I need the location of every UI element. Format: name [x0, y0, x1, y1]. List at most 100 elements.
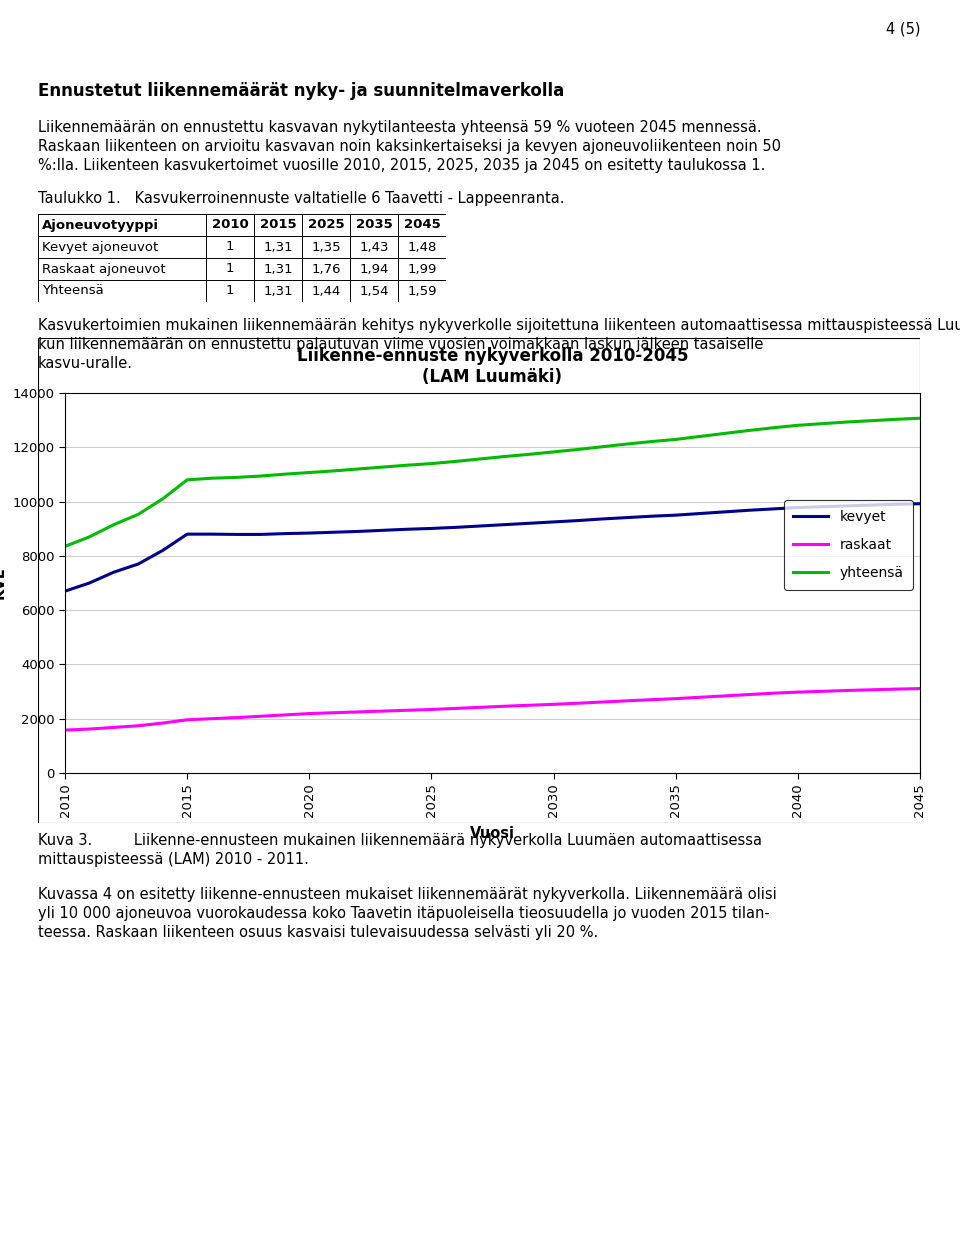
yhteensä [914, 411, 925, 426]
raskaat [597, 695, 609, 710]
kevyet [60, 584, 71, 599]
raskaat [328, 705, 340, 720]
yhteensä [817, 416, 828, 431]
kevyet [377, 522, 389, 538]
kevyet [425, 521, 437, 536]
raskaat [60, 722, 71, 738]
Text: 1,99: 1,99 [407, 262, 437, 275]
kevyet [401, 521, 413, 536]
yhteensä [205, 471, 217, 486]
kevyet [792, 500, 804, 515]
yhteensä [108, 518, 120, 532]
yhteensä [768, 420, 780, 435]
Text: 1,59: 1,59 [407, 285, 437, 298]
kevyet [890, 496, 901, 511]
kevyet [694, 506, 706, 521]
kevyet [841, 499, 852, 514]
raskaat [425, 703, 437, 718]
Text: 2010: 2010 [211, 219, 249, 231]
kevyet [499, 518, 511, 532]
yhteensä [841, 415, 852, 430]
kevyet [254, 528, 266, 542]
raskaat [450, 701, 462, 716]
Text: teessa. Raskaan liikenteen osuus kasvaisi tulevaisuudessa selvästi yli 20 %.: teessa. Raskaan liikenteen osuus kasvais… [38, 925, 598, 940]
raskaat [254, 709, 266, 724]
kevyet [572, 512, 584, 528]
kevyet [230, 528, 242, 542]
raskaat [523, 698, 535, 712]
raskaat [670, 691, 682, 706]
Text: 1: 1 [226, 240, 234, 254]
Text: yli 10 000 ajoneuvoa vuorokaudessa koko Taavetin itäpuoleisella tieosuudella jo : yli 10 000 ajoneuvoa vuorokaudessa koko … [38, 906, 770, 921]
kevyet [548, 515, 560, 530]
yhteensä [890, 411, 901, 426]
Text: Kuva 3.         Liikenne-ennusteen mukainen liikennemäärä nykyverkolla Luumäen a: Kuva 3. Liikenne-ennusteen mukainen liik… [38, 832, 762, 848]
raskaat [768, 686, 780, 701]
Text: 1,44: 1,44 [311, 285, 341, 298]
raskaat [719, 689, 731, 704]
Text: Kevyet ajoneuvot: Kevyet ajoneuvot [42, 240, 158, 254]
Text: Yhteensä: Yhteensä [42, 285, 104, 298]
yhteensä [377, 460, 389, 475]
kevyet [279, 526, 291, 541]
Text: mittauspisteessä (LAM) 2010 - 2011.: mittauspisteessä (LAM) 2010 - 2011. [38, 853, 309, 868]
Text: 1,31: 1,31 [263, 262, 293, 275]
Text: Kasvukertoimien mukainen liikennemäärän kehitys nykyverkolle sijoitettuna liiken: Kasvukertoimien mukainen liikennemäärän … [38, 318, 960, 332]
Text: 2015: 2015 [260, 219, 297, 231]
yhteensä [60, 539, 71, 554]
raskaat [377, 704, 389, 719]
kevyet [474, 519, 486, 534]
yhteensä [865, 414, 876, 429]
kevyet [84, 575, 95, 590]
kevyet [523, 516, 535, 531]
kevyet [719, 505, 731, 520]
yhteensä [352, 461, 364, 476]
Text: 1,54: 1,54 [359, 285, 389, 298]
raskaat [645, 693, 657, 708]
kevyet [817, 499, 828, 514]
Text: 1,76: 1,76 [311, 262, 341, 275]
yhteensä [597, 439, 609, 454]
yhteensä [719, 426, 731, 441]
Title: Liikenne-ennuste nykyverkolla 2010-2045
(LAM Luumäki): Liikenne-ennuste nykyverkolla 2010-2045 … [297, 348, 688, 386]
kevyet [768, 501, 780, 516]
kevyet [108, 565, 120, 580]
Text: 1: 1 [226, 285, 234, 298]
Text: 4 (5): 4 (5) [885, 22, 920, 38]
Text: kasvu-uralle.: kasvu-uralle. [38, 356, 133, 371]
yhteensä [401, 458, 413, 472]
raskaat [499, 699, 511, 714]
raskaat [303, 706, 315, 721]
kevyet [205, 526, 217, 541]
yhteensä [474, 451, 486, 466]
yhteensä [230, 470, 242, 485]
Text: Liikennemäärän on ennustettu kasvavan nykytilanteesta yhteensä 59 % vuoteen 2045: Liikennemäärän on ennustettu kasvavan ny… [38, 120, 761, 135]
Legend: kevyet, raskaat, yhteensä: kevyet, raskaat, yhteensä [783, 500, 913, 590]
Text: 2025: 2025 [308, 219, 345, 231]
Text: Ennustetut liikennemäärät nyky- ja suunnitelmaverkolla: Ennustetut liikennemäärät nyky- ja suunn… [38, 82, 564, 100]
X-axis label: Vuosi: Vuosi [470, 825, 515, 840]
Text: 1: 1 [226, 262, 234, 275]
Y-axis label: KVL: KVL [0, 568, 7, 599]
yhteensä [694, 429, 706, 444]
yhteensä [523, 446, 535, 461]
kevyet [303, 525, 315, 540]
Text: 1,48: 1,48 [407, 240, 437, 254]
raskaat [841, 682, 852, 698]
raskaat [156, 715, 168, 730]
yhteensä [499, 449, 511, 464]
yhteensä [254, 469, 266, 484]
kevyet [597, 511, 609, 526]
raskaat [743, 688, 755, 702]
Text: kun liikennemäärän on ennustettu palautuvan viime vuosien voimakkaan laskun jälk: kun liikennemäärän on ennustettu palautu… [38, 338, 763, 352]
raskaat [205, 711, 217, 726]
Text: 1,94: 1,94 [359, 262, 389, 275]
raskaat [474, 700, 486, 715]
Text: 1,31: 1,31 [263, 285, 293, 298]
Text: 1,31: 1,31 [263, 240, 293, 254]
Text: Raskaat ajoneuvot: Raskaat ajoneuvot [42, 262, 166, 275]
raskaat [132, 719, 144, 734]
raskaat [279, 707, 291, 722]
kevyet [450, 520, 462, 535]
yhteensä [84, 529, 95, 544]
